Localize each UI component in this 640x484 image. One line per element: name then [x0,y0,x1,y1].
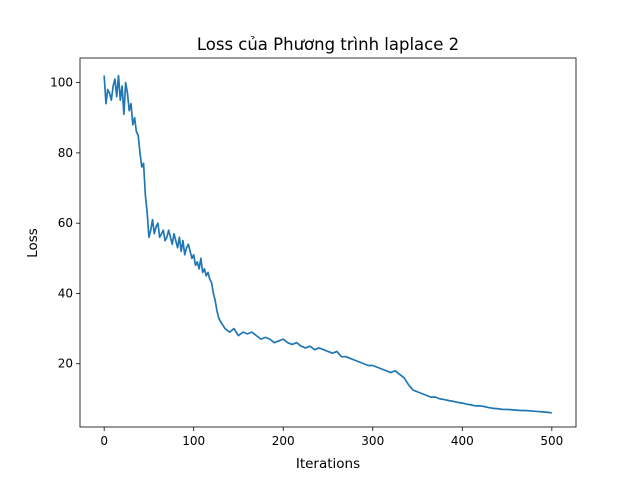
y-tick-label: 20 [58,357,73,371]
x-tick-label: 100 [182,434,205,448]
x-tick-label: 400 [451,434,474,448]
y-tick-label: 60 [58,216,73,230]
x-tick-label: 0 [100,434,108,448]
y-axis-label: Loss [25,228,41,258]
y-axis-ticks: 20 40 60 80 100 [50,76,80,371]
x-tick-label: 200 [272,434,295,448]
chart-title: Loss của Phương trình laplace 2 [197,35,459,54]
y-tick-label: 40 [58,286,73,300]
plot-area [80,58,576,427]
series-line-0 [103,74,552,414]
x-axis-label: Iterations [296,456,360,472]
x-tick-label: 500 [540,434,563,448]
plot-frame [79,57,577,428]
x-axis-ticks: 0 100 200 300 400 500 [100,427,563,448]
series-layer [103,74,552,414]
x-tick-label: 300 [361,434,384,448]
y-tick-label: 100 [50,76,73,90]
y-tick-label: 80 [58,146,73,160]
